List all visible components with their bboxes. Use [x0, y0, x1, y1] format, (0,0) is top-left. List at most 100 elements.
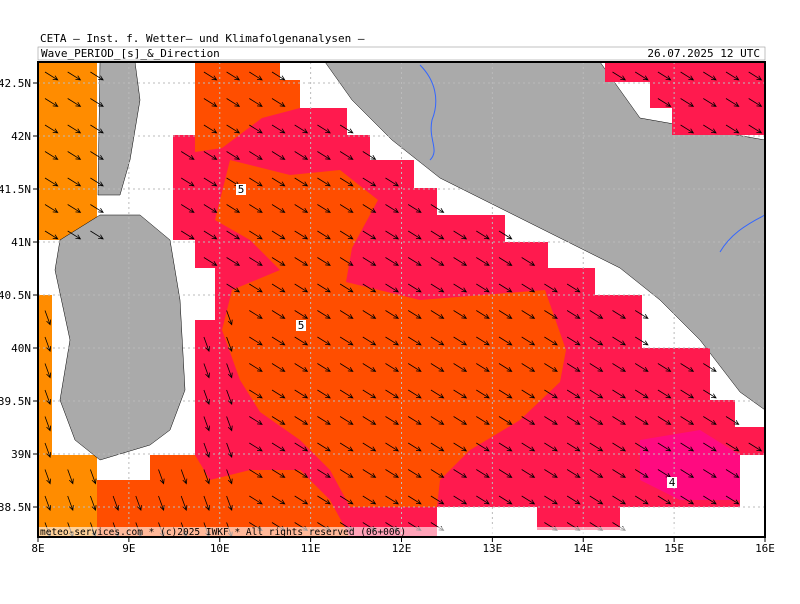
direction-arrow [589, 495, 604, 505]
orange-red-zone [97, 455, 350, 537]
direction-arrow [44, 71, 59, 81]
contour-label-bg [296, 320, 306, 331]
direction-arrow [90, 151, 104, 160]
direction-arrow [453, 230, 468, 240]
direction-arrow [339, 257, 354, 266]
direction-arrow [317, 177, 331, 187]
direction-arrow [339, 177, 354, 187]
direction-arrow [612, 469, 627, 478]
direction-arrow [566, 336, 581, 346]
direction-arrow [226, 363, 233, 379]
direction-arrow [203, 151, 218, 160]
direction-arrow [271, 469, 286, 478]
direction-arrow [249, 310, 263, 319]
direction-arrow [407, 363, 422, 372]
direction-arrow [90, 204, 104, 213]
direction-arrow [294, 257, 309, 266]
direction-arrow [430, 257, 445, 266]
direction-arrow [317, 416, 331, 425]
orange-zone [38, 62, 97, 240]
lon-label: 15E [664, 542, 684, 555]
direction-arrow [544, 416, 558, 425]
direction-arrow [317, 151, 331, 160]
direction-arrow [521, 389, 536, 399]
direction-arrow [385, 310, 400, 319]
direction-arrow [634, 389, 649, 399]
direction-arrow [44, 204, 59, 213]
direction-arrow [271, 336, 286, 346]
direction-arrow [67, 98, 82, 107]
contour-label: 4 [669, 476, 676, 489]
direction-arrow [634, 363, 649, 372]
direction-arrow [203, 204, 218, 213]
direction-arrow [657, 363, 672, 372]
direction-arrow [407, 230, 422, 240]
direction-arrow [180, 495, 188, 511]
direction-arrow [748, 71, 763, 81]
direction-arrow [430, 310, 445, 319]
direction-arrow [271, 230, 286, 240]
direction-arrow [453, 336, 468, 346]
direction-arrow [271, 257, 286, 266]
direction-arrow [589, 389, 604, 399]
direction-arrow [453, 257, 468, 266]
direction-arrow [498, 416, 513, 425]
direction-arrow [680, 71, 695, 81]
direction-arrow [203, 416, 210, 432]
direction-arrow [317, 336, 331, 346]
direction-arrow [362, 204, 377, 213]
direction-arrow [339, 442, 354, 452]
orange-zone [38, 295, 97, 537]
direction-arrow [294, 124, 309, 134]
direction-arrow [498, 230, 513, 240]
direction-arrow [680, 124, 695, 134]
direction-arrow [385, 177, 400, 187]
direction-arrow [566, 389, 581, 399]
direction-arrow [67, 71, 82, 81]
lat-label: 42N [11, 130, 31, 143]
direction-arrow [634, 71, 649, 81]
direction-arrow [112, 495, 120, 511]
direction-arrow [634, 310, 649, 319]
direction-arrow [498, 442, 513, 452]
direction-arrow [612, 71, 627, 81]
direction-arrow [657, 416, 672, 425]
direction-arrow [453, 283, 468, 293]
direction-arrow [453, 469, 468, 478]
lat-label: 40N [11, 342, 31, 355]
direction-arrow [90, 495, 97, 511]
direction-arrow [476, 283, 490, 293]
direction-arrow [226, 283, 241, 293]
direction-arrow [703, 416, 717, 425]
direction-arrow [362, 257, 377, 266]
direction-arrow [680, 363, 695, 372]
lat-label: 41.5N [0, 183, 31, 196]
direction-arrow [339, 389, 354, 399]
direction-arrow [430, 204, 445, 213]
direction-arrow [566, 416, 581, 425]
direction-arrow [180, 230, 195, 240]
direction-arrow [680, 416, 695, 425]
direction-arrow [521, 336, 536, 346]
direction-arrow [226, 257, 241, 266]
direction-arrow [90, 177, 104, 187]
direction-arrow [544, 495, 558, 505]
direction-arrow [226, 151, 241, 160]
direction-arrow [180, 151, 195, 160]
direction-arrow [339, 469, 354, 478]
direction-arrow [226, 230, 241, 240]
direction-arrow [317, 310, 331, 319]
direction-arrow [453, 389, 468, 399]
source-line: CETA — Inst. f. Wetter— und Klimafolgena… [40, 32, 365, 45]
graticule [38, 62, 765, 537]
direction-arrow [226, 124, 241, 134]
direction-arrow [158, 495, 165, 511]
direction-arrow [634, 469, 649, 478]
direction-arrow [135, 495, 142, 511]
direction-arrow [226, 442, 233, 458]
direction-arrow [703, 389, 717, 399]
direction-arrow [453, 416, 468, 425]
direction-arrow [90, 98, 104, 107]
river [719, 214, 765, 253]
direction-arrow [430, 442, 445, 452]
